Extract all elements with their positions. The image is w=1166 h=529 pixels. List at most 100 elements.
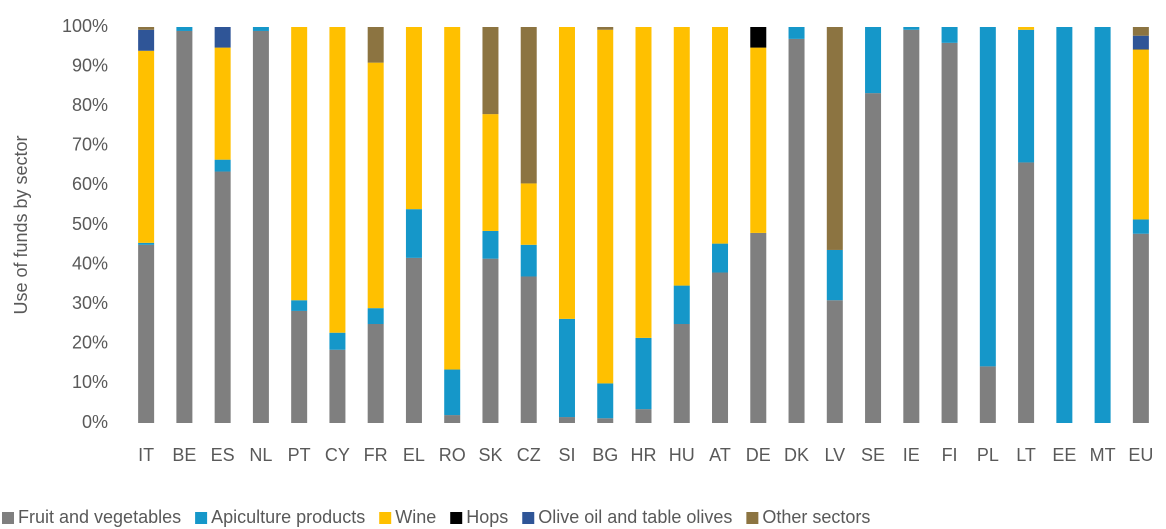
x-tick-label: SK (478, 445, 502, 465)
bar-segment (941, 42, 958, 424)
bar-segment (291, 300, 308, 311)
bar-segment (176, 27, 193, 31)
bar-segment (635, 409, 652, 423)
x-tick-label: EE (1052, 445, 1076, 465)
bar-segment (138, 242, 155, 245)
y-tick-label: 100% (62, 16, 108, 36)
legend-swatch (195, 512, 208, 524)
bar-segment (367, 27, 384, 63)
bar-segment (329, 27, 346, 333)
bar-segment (405, 209, 422, 258)
x-tick-label: HR (631, 445, 657, 465)
legend-swatch (450, 512, 463, 524)
bar-segment (979, 366, 996, 423)
legend-label: Fruit and vegetables (18, 507, 181, 527)
bar-segment (635, 337, 652, 410)
x-tick-label: CZ (517, 445, 541, 465)
bar-segment (291, 27, 308, 301)
bar-segment (750, 27, 767, 48)
legend-swatch (746, 512, 759, 524)
y-tick-label: 80% (72, 95, 108, 115)
bar-segment (252, 30, 269, 424)
bar-segment (673, 285, 690, 324)
legend-swatch (522, 512, 535, 524)
x-tick-label: SE (861, 445, 885, 465)
x-tick-label: PL (977, 445, 999, 465)
bar-segment (520, 27, 537, 184)
bar-segment (138, 244, 155, 423)
bar-segment (214, 171, 231, 423)
x-tick-label: CY (325, 445, 350, 465)
bar-segment (558, 318, 575, 418)
bar-segment (520, 244, 537, 277)
legend-swatch (2, 512, 14, 524)
legend-label: Hops (466, 507, 508, 527)
x-tick-label: ES (211, 445, 235, 465)
bar-segment (1132, 35, 1149, 50)
bar-segment (1132, 49, 1149, 220)
x-tick-label: FI (942, 445, 958, 465)
bar-segment (673, 27, 690, 286)
bar-segment (750, 232, 767, 423)
bar-segment (367, 62, 384, 309)
x-tick-label: MT (1090, 445, 1116, 465)
bar-segment (903, 27, 920, 30)
bar-segment (482, 114, 499, 231)
bar-segment (597, 27, 614, 30)
bar-segment (597, 418, 614, 423)
bar-segment (1056, 27, 1073, 423)
bar-segment (367, 324, 384, 423)
bar-segment (712, 243, 729, 273)
bar-segment (214, 47, 231, 160)
bar-segment (1132, 219, 1149, 234)
x-tick-label: NL (249, 445, 272, 465)
x-tick-label: BG (592, 445, 618, 465)
x-tick-label: LV (824, 445, 845, 465)
bar-segment (138, 29, 155, 51)
y-tick-label: 90% (72, 55, 108, 75)
bar-segment (597, 29, 614, 384)
x-tick-label: IT (138, 445, 154, 465)
bar-segment (558, 417, 575, 423)
bar-segment (788, 38, 805, 423)
bar-segment (482, 230, 499, 259)
legend-label: Apiculture products (211, 507, 365, 527)
bar-segment (1132, 27, 1149, 36)
bar-segment (750, 47, 767, 233)
bar-segment (597, 383, 614, 419)
bar-segment (1018, 27, 1035, 30)
bar-segment (214, 27, 231, 48)
bar-segment (444, 27, 461, 370)
y-tick-label: 60% (72, 174, 108, 194)
bar-segment (405, 257, 422, 423)
y-tick-label: 70% (72, 135, 108, 155)
y-axis-label: Use of funds by sector (11, 135, 31, 314)
bar-segment (367, 308, 384, 324)
bar-segment (252, 27, 269, 31)
bar-segment (865, 93, 882, 423)
bar-segment (444, 415, 461, 423)
x-tick-label: IE (903, 445, 920, 465)
legend-swatch (379, 512, 392, 524)
bar-segment (138, 27, 155, 30)
bar-segment (712, 27, 729, 244)
bar-segment (1132, 233, 1149, 423)
x-tick-label: BE (172, 445, 196, 465)
x-tick-label: PT (288, 445, 311, 465)
bar-segment (826, 249, 843, 301)
y-tick-label: 40% (72, 253, 108, 273)
bar-segment (903, 29, 920, 423)
x-tick-label: DK (784, 445, 809, 465)
y-tick-label: 50% (72, 214, 108, 234)
bar-segment (979, 27, 996, 367)
x-tick-label: RO (439, 445, 466, 465)
bar-segment (865, 27, 882, 94)
y-tick-label: 20% (72, 333, 108, 353)
legend-label: Olive oil and table olives (538, 507, 732, 527)
bar-segment (214, 159, 231, 172)
x-tick-label: AT (709, 445, 731, 465)
bar-segment (405, 27, 422, 210)
legend-label: Wine (395, 507, 436, 527)
bar-segment (1018, 162, 1035, 423)
